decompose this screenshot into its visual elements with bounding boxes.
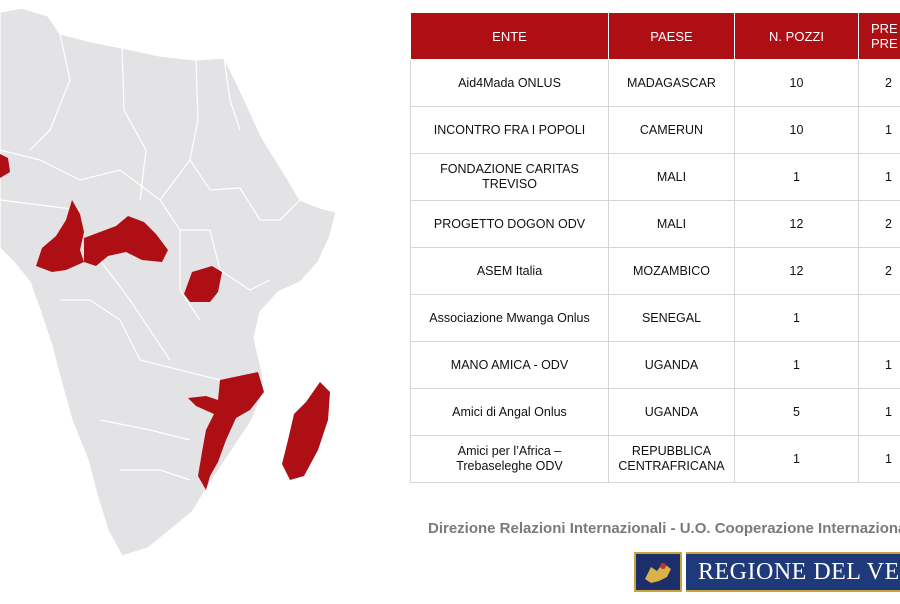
table-row: Aid4Mada ONLUS MADAGASCAR 10 2 (410, 59, 900, 107)
cell-paese: MALI (608, 153, 735, 201)
wells-table: ENTE PAESE N. POZZI PRE PRE Aid4Mada ONL… (410, 12, 900, 483)
footer-department: Direzione Relazioni Internazionali - U.O… (428, 520, 900, 537)
cell-extra: 2 (858, 200, 900, 248)
africa-continent (0, 7, 337, 557)
table-row: PROGETTO DOGON ODV MALI 12 2 (410, 200, 900, 248)
cell-extra: 1 (858, 153, 900, 201)
country-borders (0, 33, 301, 481)
cell-pozzi: 10 (734, 59, 859, 107)
table-row: MANO AMICA - ODV UGANDA 1 1 (410, 341, 900, 389)
table-row: Amici per l’Africa – Trebaseleghe ODV REP… (410, 435, 900, 483)
cell-paese: REPUBBLICA CENTRAFRICANA (608, 435, 735, 483)
cell-paese: MOZAMBICO (608, 247, 735, 295)
cell-ente: Associazione Mwanga Onlus (410, 294, 609, 342)
cell-paese: MALI (608, 200, 735, 248)
map-region-centrafricana (84, 216, 168, 266)
cell-extra: 1 (858, 341, 900, 389)
table-row: INCONTRO FRA I POPOLI CAMERUN 10 1 (410, 106, 900, 154)
cell-extra (858, 294, 900, 342)
table-row: Associazione Mwanga Onlus SENEGAL 1 (410, 294, 900, 342)
cell-pozzi: 1 (734, 341, 859, 389)
column-header-paese: PAESE (608, 12, 735, 60)
table-row: ASEM Italia MOZAMBICO 12 2 (410, 247, 900, 295)
cell-ente: FONDAZIONE CARITAS TREVISO (410, 153, 609, 201)
cell-pozzi: 10 (734, 106, 859, 154)
cell-extra: 2 (858, 247, 900, 295)
cell-paese: MADAGASCAR (608, 59, 735, 107)
cell-pozzi: 1 (734, 153, 859, 201)
cell-extra: 2 (858, 59, 900, 107)
map-region-mozambico (188, 372, 264, 490)
column-header-pozzi: N. POZZI (734, 12, 859, 60)
table-header-row: ENTE PAESE N. POZZI PRE PRE (410, 12, 900, 60)
wells-table-container: ENTE PAESE N. POZZI PRE PRE Aid4Mada ONL… (410, 12, 900, 487)
cell-ente: INCONTRO FRA I POPOLI (410, 106, 609, 154)
cell-pozzi: 1 (734, 294, 859, 342)
cell-pozzi: 5 (734, 388, 859, 436)
map-region-uganda (184, 266, 222, 302)
cell-paese: UGANDA (608, 388, 735, 436)
cell-ente: PROGETTO DOGON ODV (410, 200, 609, 248)
cell-extra: 1 (858, 435, 900, 483)
cell-ente: Amici di Angal Onlus (410, 388, 609, 436)
logo-text: REGIONE DEL VENETO (686, 552, 900, 592)
cell-ente: ASEM Italia (410, 247, 609, 295)
table-row: FONDAZIONE CARITAS TREVISO MALI 1 1 (410, 153, 900, 201)
cell-pozzi: 12 (734, 200, 859, 248)
map-region-senegal (0, 154, 10, 178)
cell-ente: Amici per l’Africa – Trebaseleghe ODV (410, 435, 609, 483)
regione-veneto-logo: REGIONE DEL VENETO (634, 552, 900, 592)
africa-map (0, 7, 337, 557)
cell-paese: CAMERUN (608, 106, 735, 154)
cell-ente: Aid4Mada ONLUS (410, 59, 609, 107)
cell-extra: 1 (858, 106, 900, 154)
column-header-ente: ENTE (410, 12, 609, 60)
map-region-camerun (36, 200, 84, 272)
table-row: Amici di Angal Onlus UGANDA 5 1 (410, 388, 900, 436)
map-region-madagascar (282, 382, 330, 480)
cell-pozzi: 12 (734, 247, 859, 295)
highlighted-countries (0, 154, 330, 490)
cell-ente: MANO AMICA - ODV (410, 341, 609, 389)
cell-pozzi: 1 (734, 435, 859, 483)
column-header-extra: PRE PRE (858, 12, 900, 60)
cell-paese: SENEGAL (608, 294, 735, 342)
cell-paese: UGANDA (608, 341, 735, 389)
lion-emblem-icon (634, 552, 682, 592)
cell-extra: 1 (858, 388, 900, 436)
